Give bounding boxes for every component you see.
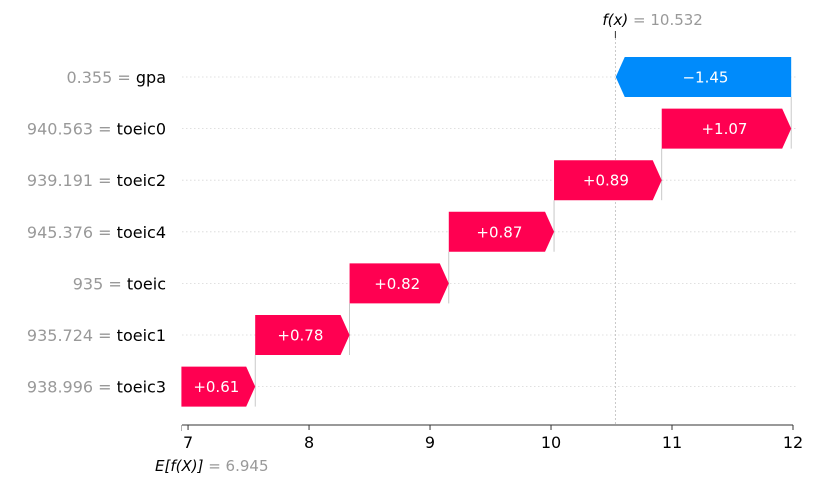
bar-label-toeic: +0.82 — [374, 275, 420, 293]
y-label-toeic4: 945.376 = toeic4 — [27, 223, 166, 242]
bar-label-toeic2: +0.89 — [583, 172, 629, 190]
base-value-number: = 6.945 — [203, 457, 268, 475]
y-label-toeic0: 940.563 = toeic0 — [27, 120, 166, 139]
feature-value-label: 940.563 = — [27, 120, 117, 139]
feature-name-label: toeic2 — [117, 171, 166, 190]
output-value-label: f(x) = 10.532 — [602, 11, 702, 29]
bar-toeic0 — [661, 108, 792, 149]
y-label-toeic: 935 = toeic — [73, 274, 166, 293]
y-label-toeic2: 939.191 = toeic2 — [27, 171, 166, 190]
feature-value-label: 945.376 = — [27, 223, 117, 242]
feature-name-label: toeic1 — [117, 326, 166, 345]
bar-toeic4 — [448, 211, 555, 252]
feature-name-label: gpa — [136, 68, 166, 87]
bar-toeic — [349, 263, 449, 304]
bar-label-gpa: −1.45 — [682, 69, 728, 87]
bar-label-toeic4: +0.87 — [476, 223, 522, 241]
feature-value-label: 935 = — [73, 274, 127, 293]
feature-name-label: toeic3 — [117, 378, 166, 397]
y-label-gpa: 0.355 = gpa — [66, 68, 166, 87]
feature-value-label: 939.191 = — [27, 171, 117, 190]
bar-gpa — [615, 57, 792, 97]
x-tick-label-12: 12 — [783, 433, 803, 452]
feature-value-label: 938.996 = — [27, 378, 117, 397]
x-tick-label-8: 8 — [304, 433, 314, 452]
base-value-label: E[f(X)] = 6.945 — [155, 457, 269, 475]
bar-label-toeic1: +0.78 — [277, 327, 323, 345]
bar-toeic3 — [181, 366, 256, 407]
feature-name-label: toeic0 — [117, 120, 166, 139]
x-tick-label-10: 10 — [541, 433, 561, 452]
feature-name-label: toeic — [127, 274, 166, 293]
y-label-toeic1: 935.724 = toeic1 — [27, 326, 166, 345]
output-value-name: f(x) — [602, 11, 628, 29]
feature-value-label: 935.724 = — [27, 326, 117, 345]
x-tick-label-11: 11 — [662, 433, 682, 452]
feature-name-label: toeic4 — [117, 223, 166, 242]
output-value-number: = 10.532 — [628, 11, 703, 29]
bar-toeic2 — [554, 160, 662, 201]
bar-toeic1 — [255, 315, 350, 355]
bar-label-toeic3: +0.61 — [193, 378, 239, 396]
x-tick-label-9: 9 — [425, 433, 435, 452]
bar-label-toeic0: +1.07 — [701, 120, 747, 138]
feature-value-label: 0.355 = — [66, 68, 135, 87]
y-label-toeic3: 938.996 = toeic3 — [27, 378, 166, 397]
x-tick-label-7: 7 — [183, 433, 193, 452]
base-value-name: E[f(X)] — [155, 457, 204, 475]
